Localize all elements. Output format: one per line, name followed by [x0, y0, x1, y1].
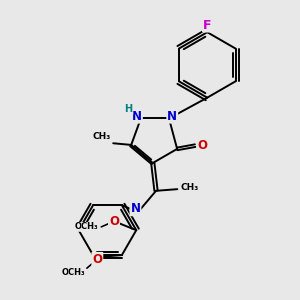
- Text: O: O: [197, 139, 207, 152]
- Text: O: O: [92, 253, 102, 266]
- Text: F: F: [203, 19, 212, 32]
- Text: CH₃: CH₃: [92, 132, 111, 141]
- Text: O: O: [109, 215, 119, 228]
- Text: N: N: [167, 110, 177, 123]
- Text: N: N: [130, 202, 140, 215]
- Text: OCH₃: OCH₃: [75, 222, 99, 231]
- Text: OCH₃: OCH₃: [61, 268, 85, 277]
- Text: H: H: [124, 104, 133, 114]
- Text: CH₃: CH₃: [181, 183, 199, 192]
- Text: N: N: [132, 110, 142, 123]
